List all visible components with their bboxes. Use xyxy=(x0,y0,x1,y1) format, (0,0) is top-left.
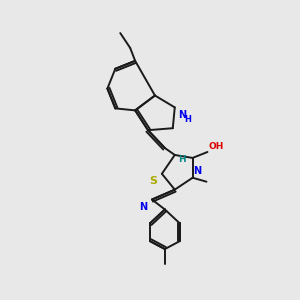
Text: H: H xyxy=(178,155,185,164)
Text: S: S xyxy=(149,176,157,186)
Text: N: N xyxy=(178,110,186,120)
Text: H: H xyxy=(185,115,192,124)
Text: N: N xyxy=(139,202,147,212)
Text: OH: OH xyxy=(208,142,224,151)
Text: N: N xyxy=(194,166,202,176)
